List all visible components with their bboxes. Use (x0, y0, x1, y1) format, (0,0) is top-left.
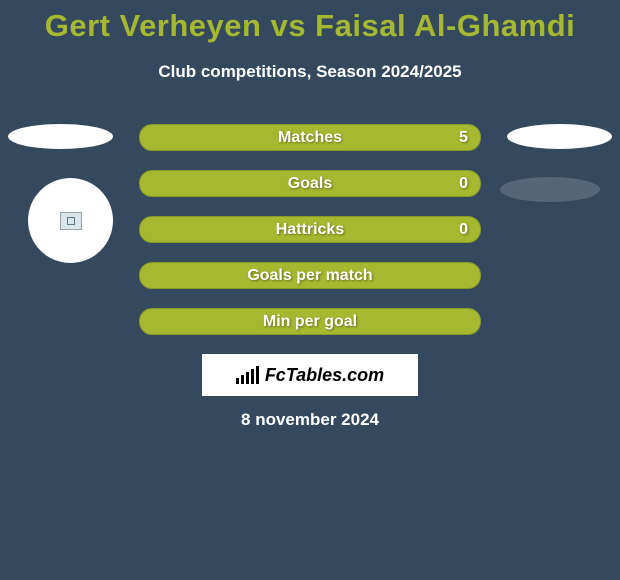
comparison-title: Gert Verheyen vs Faisal Al-Ghamdi (0, 0, 620, 44)
player-right-ellipse-2 (500, 177, 600, 202)
stat-value: 5 (459, 129, 468, 147)
avatar-placeholder (60, 212, 82, 230)
player-right-ellipse-1 (507, 124, 612, 149)
player-avatar (28, 178, 113, 263)
stat-row-min-per-goal: Min per goal (139, 308, 481, 335)
logo-chart-icon (236, 366, 259, 384)
stat-label: Min per goal (263, 313, 357, 331)
season-subtitle: Club competitions, Season 2024/2025 (0, 62, 620, 82)
stat-row-goals-per-match: Goals per match (139, 262, 481, 289)
stat-label: Hattricks (276, 221, 344, 239)
date-label: 8 november 2024 (0, 410, 620, 430)
player-left-ellipse (8, 124, 113, 149)
stat-label: Matches (278, 129, 342, 147)
stat-label: Goals per match (247, 267, 372, 285)
stat-value: 0 (459, 221, 468, 239)
stat-row-goals: Goals 0 (139, 170, 481, 197)
stat-row-hattricks: Hattricks 0 (139, 216, 481, 243)
stat-value: 0 (459, 175, 468, 193)
stats-container: Matches 5 Goals 0 Hattricks 0 Goals per … (139, 124, 481, 354)
stat-row-matches: Matches 5 (139, 124, 481, 151)
fctables-logo: FcTables.com (202, 354, 418, 396)
stat-label: Goals (288, 175, 332, 193)
logo-text: FcTables.com (265, 365, 384, 386)
placeholder-icon (67, 217, 75, 225)
